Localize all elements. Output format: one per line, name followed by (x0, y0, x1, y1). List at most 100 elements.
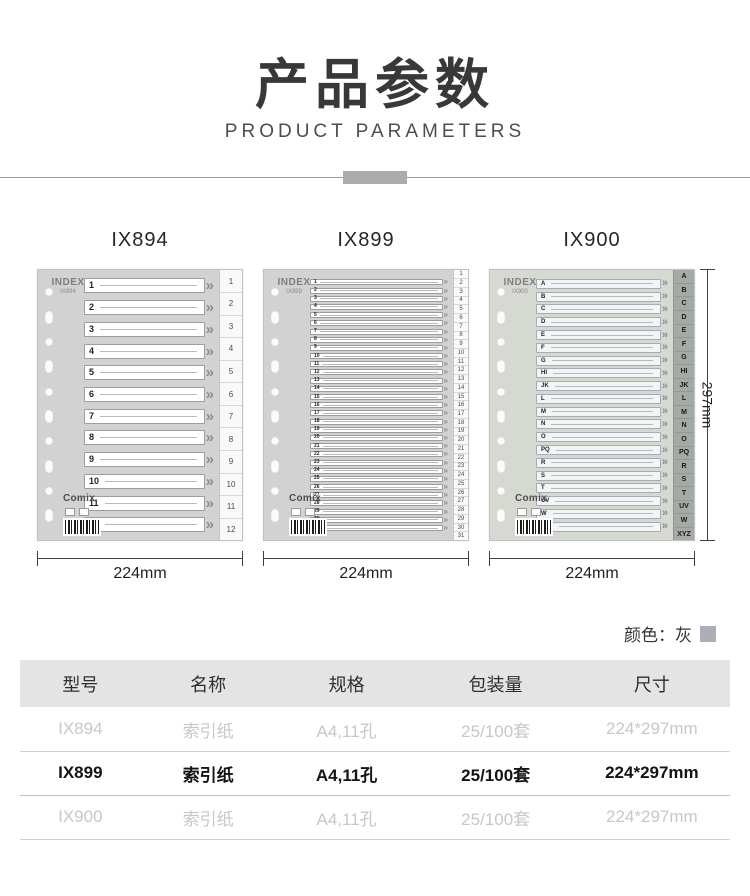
col-header-size: 尺寸 (573, 660, 730, 708)
punch-hole (271, 288, 279, 297)
tab-label: 10 (220, 474, 242, 497)
height-dimension-label: 297mm (699, 382, 716, 429)
chevron-right-icon: » (443, 506, 448, 516)
chevron-right-icon: » (205, 429, 214, 447)
row-tab-value: C (541, 306, 546, 313)
row-write-line (322, 453, 438, 455)
col-header-spec: 规格 (275, 660, 418, 708)
row-tab-value: HI (541, 370, 547, 377)
chevron-right-icon: » (443, 318, 448, 328)
chevron-right-icon: » (205, 277, 214, 295)
tab-label: D (674, 311, 694, 325)
row-write-line (322, 404, 438, 406)
punch-hole (45, 487, 53, 496)
divider-rows: 1» 2» 3» 4» 5» 6» 7» 8» 9» 10» 11» 12» 13» 14» 15» 16» 1… (310, 278, 448, 532)
row-write-line (551, 462, 653, 464)
divider-row: 25 » (310, 474, 448, 483)
tab-label: 12 (454, 366, 468, 376)
chevron-right-icon: » (443, 482, 448, 492)
row-title-bar: 27 (310, 491, 443, 499)
punch-hole (497, 437, 505, 446)
divider-row: 8» (310, 335, 448, 344)
product-image-ix899: INDEX IX899 1» 2» 3» 4» 5» 6» 7» 8» 9» 10» 11» 12» 13»… (263, 269, 469, 542)
row-title-bar: 17 (310, 410, 443, 417)
row-write-line (550, 487, 653, 489)
chevron-right-icon: » (443, 523, 448, 533)
divider-row: 11 » (310, 360, 448, 368)
tab-label: R (674, 460, 694, 474)
cell-model: IX894 (20, 707, 141, 752)
row-tab-value: 14 (314, 385, 320, 392)
divider-row: 15 » (310, 393, 448, 401)
chevron-right-icon: » (661, 328, 668, 341)
divider-row: 6» (310, 319, 448, 327)
chevron-right-icon: » (443, 408, 448, 418)
row-write-line (322, 396, 438, 398)
chevron-right-icon: » (443, 424, 448, 434)
divider-row: 31» (310, 524, 448, 532)
row-tab-value: JK (541, 383, 549, 390)
row-tab-value: UV (541, 498, 550, 505)
row-title-bar: W (536, 508, 661, 519)
tab-label: 24 (454, 471, 468, 481)
row-title-bar: 9 (310, 344, 443, 351)
table-row: IX900 索引纸 A4,11孔 25/100套 224*297mm (20, 795, 730, 840)
chevron-right-icon: » (661, 520, 668, 533)
chevron-right-icon: » (661, 315, 668, 328)
row-write-line (555, 449, 653, 451)
divider-row: C» (536, 303, 668, 315)
product-model-label: IX899 (337, 229, 395, 252)
row-title-bar: E (536, 330, 661, 341)
width-dimension-line (489, 551, 695, 567)
chevron-right-icon: » (205, 516, 214, 534)
tab-label: 9 (454, 340, 468, 349)
row-title-bar: JK (536, 381, 661, 392)
height-dimension-line (700, 269, 715, 542)
product-model-label: IX900 (563, 229, 621, 252)
chevron-right-icon: » (205, 320, 214, 338)
row-write-line (322, 380, 438, 382)
row-write-line (100, 285, 197, 287)
row-title-bar: 7 (310, 328, 443, 335)
row-tab-value: PQ (541, 447, 550, 454)
tab-label: C (674, 297, 694, 312)
divider-row: 7» (310, 326, 448, 336)
divider-row: 20 » (310, 433, 448, 442)
chevron-right-icon: » (443, 490, 448, 500)
chevron-right-icon: » (443, 441, 448, 451)
row-tab-value: 11 (314, 360, 320, 367)
divider-accent (343, 171, 407, 185)
tab-label: UV (674, 501, 694, 515)
divider-row: 4» (310, 302, 448, 311)
chevron-right-icon: » (443, 392, 448, 402)
row-write-line (100, 415, 197, 417)
product-gallery: IX894INDEXIX8941»2»3»4»5»6»7»8»9»10»11»1… (0, 229, 750, 587)
row-write-line (322, 412, 438, 414)
tab-label: 6 (454, 314, 468, 323)
row-write-line (553, 372, 653, 374)
row-write-line (322, 355, 438, 357)
chevron-right-icon: » (443, 326, 448, 336)
row-tab-value: 27 (314, 491, 320, 498)
tab-label: G (674, 352, 694, 366)
tab-label: 15 (454, 393, 468, 402)
barcode (63, 518, 101, 537)
punch-hole (271, 487, 279, 496)
row-tab-value: 10 (89, 475, 100, 486)
tab-label: 3 (220, 316, 242, 339)
row-title-bar: 9 (84, 452, 205, 468)
spec-mini-boxes (517, 508, 541, 517)
row-write-line (322, 429, 438, 431)
tab-label: 19 (454, 428, 468, 437)
chevron-right-icon: » (443, 449, 448, 459)
divider-row: 5» (84, 365, 214, 381)
cell-model: IX899 (20, 751, 141, 796)
tab-label: E (674, 325, 694, 339)
width-dimension: 224mm (489, 551, 695, 587)
row-write-line (322, 511, 438, 513)
row-title-bar: 6 (310, 320, 443, 327)
punch-hole (497, 310, 505, 324)
row-tab-value: T (541, 485, 545, 492)
tab-label: 10 (454, 349, 468, 358)
section-divider (0, 171, 750, 185)
